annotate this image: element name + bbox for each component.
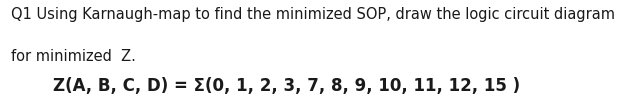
Text: for minimized  Z.: for minimized Z. <box>11 49 136 64</box>
Text: Q1 Using Karnaugh-map to find the minimized SOP, draw the logic circuit diagram: Q1 Using Karnaugh-map to find the minimi… <box>11 7 616 22</box>
Text: Z(A, B, C, D) = Σ(0, 1, 2, 3, 7, 8, 9, 10, 11, 12, 15 ): Z(A, B, C, D) = Σ(0, 1, 2, 3, 7, 8, 9, 1… <box>53 77 520 95</box>
